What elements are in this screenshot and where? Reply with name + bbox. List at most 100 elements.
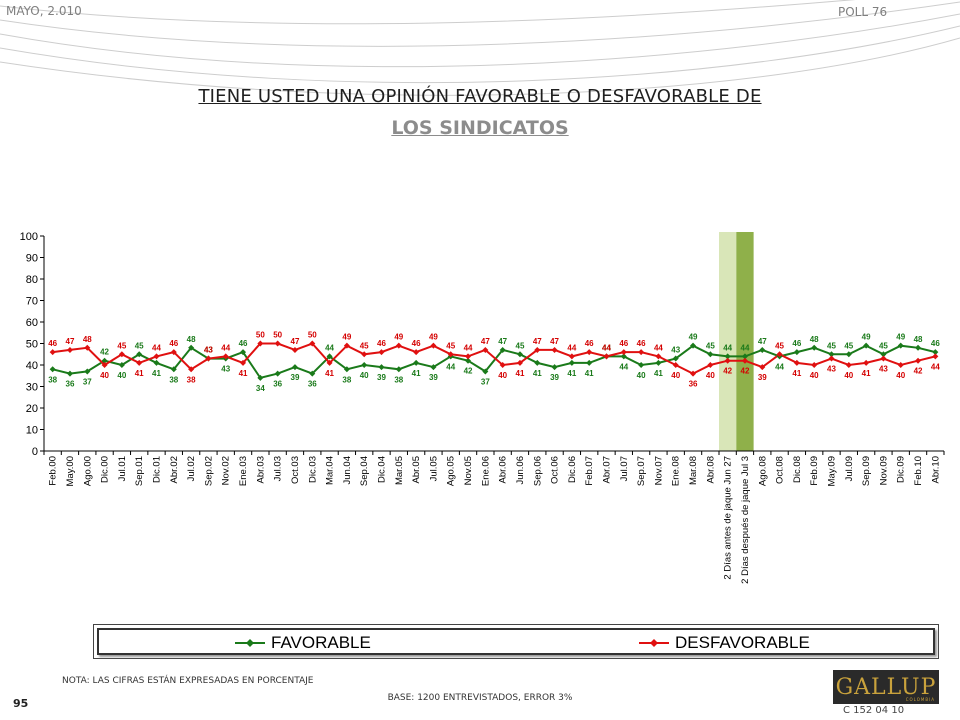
data-label: 44 — [152, 343, 161, 352]
data-point — [482, 368, 489, 375]
data-label: 41 — [239, 369, 248, 378]
x-tick-label: Ago.05 — [446, 456, 457, 486]
x-tick-label: Mar.05 — [394, 456, 405, 485]
data-point — [274, 370, 281, 377]
legend-desfavorable-marker — [639, 639, 669, 647]
data-label: 49 — [896, 333, 905, 342]
data-label: 44 — [654, 343, 663, 352]
x-tick-label: Feb.07 — [584, 456, 595, 486]
x-tick-label: Jul.01 — [117, 456, 128, 481]
data-point — [430, 342, 437, 349]
x-tick-label: Abr.07 — [602, 456, 613, 483]
document-code: C 152 04 10 — [843, 705, 905, 716]
data-point — [707, 362, 714, 368]
data-label: 44 — [602, 343, 611, 352]
data-point — [655, 353, 662, 360]
x-tick-label: Oct.08 — [775, 456, 786, 484]
data-label: 47 — [533, 337, 542, 346]
series-markers — [49, 340, 939, 381]
x-tick-label: Feb.00 — [48, 456, 59, 486]
data-point — [690, 370, 697, 377]
data-label: 43 — [204, 346, 213, 355]
data-label: 50 — [308, 331, 317, 340]
data-point — [413, 349, 420, 356]
data-point — [188, 344, 195, 351]
y-tick-label: 70 — [26, 296, 38, 308]
data-point — [136, 351, 143, 358]
y-tick-label: 40 — [26, 360, 38, 372]
x-tick-label: Sep.01 — [134, 456, 145, 486]
x-tick-label: Sep.07 — [636, 456, 647, 486]
data-label: 41 — [135, 369, 144, 378]
data-label: 38 — [169, 375, 178, 384]
data-point — [586, 349, 593, 356]
data-label: 46 — [792, 339, 801, 348]
x-tick-label: Jul.05 — [428, 456, 439, 481]
data-point — [395, 342, 402, 349]
data-labels: 38 36 37 42 40 45 41 38 48 43 43 46 34 36 39 36 44 38 40 39… — [48, 331, 940, 393]
data-label: 41 — [325, 369, 334, 378]
data-point — [170, 349, 177, 356]
data-point — [84, 368, 91, 375]
data-label: 47 — [66, 337, 75, 346]
data-label: 44 — [931, 362, 940, 371]
data-label: 45 — [775, 341, 784, 350]
data-label: 45 — [879, 341, 888, 350]
data-label: 44 — [325, 343, 334, 352]
x-tick-label: Nov.02 — [221, 456, 232, 485]
data-point — [222, 353, 229, 360]
data-label: 41 — [533, 369, 542, 378]
x-tick-label: Dic.04 — [377, 456, 388, 483]
data-label: 37 — [481, 377, 490, 386]
data-point — [880, 355, 887, 362]
data-label: 49 — [394, 333, 403, 342]
data-label: 47 — [291, 337, 300, 346]
data-label: 43 — [204, 346, 213, 355]
data-point — [534, 346, 541, 353]
x-tick-label: Abr.05 — [411, 456, 422, 483]
data-label: 43 — [827, 365, 836, 374]
data-label: 46 — [48, 339, 57, 348]
data-point — [447, 351, 454, 358]
data-point — [378, 349, 385, 356]
x-tick-label: Sep.04 — [359, 456, 370, 486]
data-point — [915, 344, 922, 351]
data-point — [326, 359, 333, 366]
data-point — [136, 359, 143, 366]
data-label: 41 — [152, 369, 161, 378]
data-point — [274, 340, 281, 347]
data-label: 44 — [567, 343, 576, 352]
data-point — [499, 362, 506, 368]
x-tick-label: May.00 — [65, 456, 76, 486]
data-point — [188, 366, 195, 373]
data-label: 43 — [671, 346, 680, 355]
data-point — [915, 357, 922, 364]
data-point — [880, 351, 887, 358]
data-point — [845, 362, 852, 368]
data-label: 40 — [706, 371, 715, 380]
data-label: 42 — [914, 367, 923, 376]
data-point — [430, 364, 437, 371]
data-point — [153, 359, 160, 366]
data-label: 41 — [412, 369, 421, 378]
data-label: 47 — [481, 337, 490, 346]
data-label: 45 — [844, 341, 853, 350]
data-label: 41 — [567, 369, 576, 378]
data-point — [897, 362, 904, 368]
data-point — [395, 366, 402, 373]
data-label: 40 — [360, 371, 369, 380]
data-point — [170, 366, 177, 373]
legend-favorable-marker — [235, 639, 265, 647]
data-point — [361, 351, 368, 358]
data-label: 44 — [723, 343, 732, 352]
data-point — [932, 353, 939, 360]
data-label: 43 — [879, 365, 888, 374]
y-tick-label: 80 — [26, 274, 38, 286]
data-label: 48 — [810, 335, 819, 344]
series-lines — [52, 342, 936, 380]
data-label: 42 — [464, 367, 473, 376]
data-point — [741, 357, 748, 364]
data-label: 44 — [775, 362, 784, 371]
data-label: 38 — [48, 375, 57, 384]
page-number: 95 — [13, 697, 29, 710]
